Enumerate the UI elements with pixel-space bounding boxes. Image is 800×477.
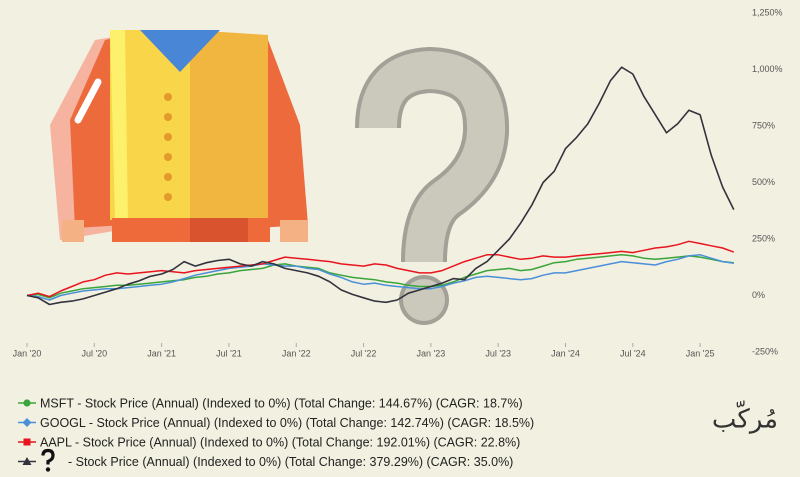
plot-area: 1,250% 1,000% 750% 500% 250% 0% -250% Jan '20 Ju… [13, 7, 783, 358]
legend-label: AAPL - Stock Price (Annual) (Indexed to … [40, 435, 520, 449]
y-tick-label: 500% [752, 177, 775, 187]
legend-marker [23, 438, 31, 446]
series-line [26, 66, 735, 306]
x-tick-label: Jan '20 [13, 348, 42, 358]
x-tick-label: Jul '22 [351, 348, 377, 358]
x-tick-label: Jul '24 [620, 348, 646, 358]
y-tick-label: 1,000% [752, 64, 783, 74]
series-line [26, 254, 734, 299]
x-tick-label: Jan '23 [417, 348, 446, 358]
legend-marker [22, 457, 32, 465]
legend-label: - Stock Price (Annual) (Indexed to 0%) (… [68, 455, 513, 469]
legend: MSFT - Stock Price (Annual) (Indexed to … [18, 396, 534, 472]
legend-marker [22, 418, 32, 427]
logo: مُركّب [712, 400, 778, 434]
jacket-illustration [50, 30, 308, 242]
question-icon-hook [41, 448, 55, 465]
x-tick-label: Jul '21 [216, 348, 242, 358]
y-tick-label: 1,250% [752, 7, 783, 17]
legend-label: MSFT - Stock Price (Annual) (Indexed to … [40, 396, 523, 410]
y-tick-label: 0% [752, 290, 765, 300]
x-tick-label: Jul '20 [81, 348, 107, 358]
x-tick-label: Jan '25 [686, 348, 715, 358]
x-tick-label: Jan '22 [282, 348, 311, 358]
x-tick-label: Jan '21 [147, 348, 176, 358]
legend-marker [23, 399, 31, 407]
legend-label: GOOGL - Stock Price (Annual) (Indexed to… [40, 416, 534, 430]
x-tick-label: Jul '23 [485, 348, 511, 358]
question-icon-dot [45, 467, 51, 472]
series-line [26, 254, 734, 301]
x-tick-label: Jan '24 [551, 348, 580, 358]
y-tick-label: -250% [752, 346, 778, 356]
series-line [26, 240, 735, 298]
legend-question-icon [41, 448, 55, 472]
y-tick-label: 750% [752, 120, 775, 130]
y-tick-label: 250% [752, 233, 775, 243]
